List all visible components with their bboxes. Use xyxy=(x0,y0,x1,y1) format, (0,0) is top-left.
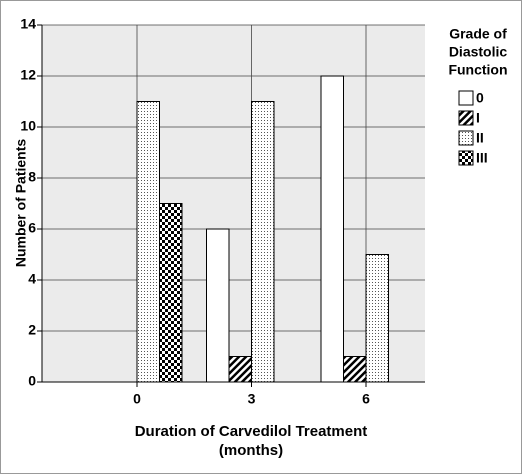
x-tick-label: 6 xyxy=(362,391,370,407)
bar xyxy=(343,356,367,383)
y-tick-label: 12 xyxy=(20,67,36,83)
y-tick-label: 10 xyxy=(20,118,36,134)
legend-label: 0 xyxy=(476,90,484,106)
legend-swatch xyxy=(458,90,474,106)
y-tick-label: 4 xyxy=(28,271,36,287)
bar xyxy=(251,101,275,383)
legend-swatch xyxy=(458,130,474,146)
bar xyxy=(136,101,160,383)
y-tick-label: 6 xyxy=(28,220,36,236)
bar xyxy=(228,356,252,383)
legend-label: III xyxy=(476,150,488,166)
legend-label: I xyxy=(476,110,480,126)
legend-title: Diastolic xyxy=(449,44,508,60)
y-tick-label: 14 xyxy=(20,16,36,32)
legend-swatch xyxy=(458,150,474,166)
x-tick-label: 3 xyxy=(248,391,256,407)
plot-area xyxy=(42,25,425,382)
y-tick-label: 2 xyxy=(28,322,36,338)
legend-swatch xyxy=(458,110,474,126)
bar xyxy=(159,203,183,383)
x-axis-title: Duration of Carvedilol Treatment xyxy=(135,423,368,440)
bar xyxy=(365,254,389,383)
x-tick-label: 0 xyxy=(133,391,141,407)
bar xyxy=(206,228,230,383)
legend-label: II xyxy=(476,130,484,146)
y-tick-label: 8 xyxy=(28,169,36,185)
legend-title: Function xyxy=(448,62,507,78)
y-tick-label: 0 xyxy=(28,373,36,389)
bar xyxy=(320,75,344,383)
y-axis-title: Number of Patients xyxy=(13,139,29,268)
x-axis-title: (months) xyxy=(219,442,283,459)
legend-title: Grade of xyxy=(449,26,507,42)
